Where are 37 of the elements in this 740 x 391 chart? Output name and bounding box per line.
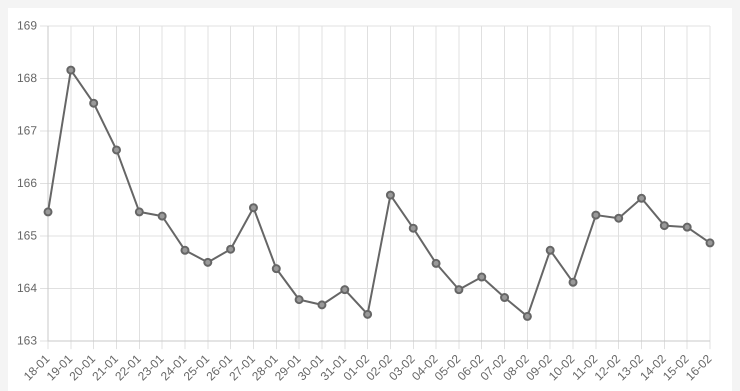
y-tick-label: 163 [16,333,38,348]
point [158,212,167,221]
point [614,214,624,223]
y-tick-label: 166 [16,176,38,190]
point [248,203,258,212]
point [637,194,646,203]
point [112,145,121,154]
point [500,293,510,302]
y-tick-label: 164 [16,280,38,295]
point [706,238,714,248]
point [682,222,692,232]
point [477,272,486,282]
point [522,312,532,321]
point [226,244,236,254]
point [454,285,464,294]
point [203,258,212,267]
point [386,190,395,200]
point [660,221,669,230]
point [66,66,76,75]
point [568,278,578,287]
point [44,207,53,216]
point [546,246,555,255]
point [408,224,418,233]
point [591,210,600,220]
point [180,246,190,255]
point [272,264,281,274]
y-tick-label: 167 [16,123,38,138]
y-tick-label: 165 [16,228,38,242]
point [363,310,372,319]
point [294,295,304,304]
point [432,258,441,268]
point [134,207,144,216]
point [317,300,326,310]
y-tick-label: 169 [16,18,38,32]
point [340,285,350,294]
y-tick-label: 168 [16,70,38,85]
point [89,98,98,108]
